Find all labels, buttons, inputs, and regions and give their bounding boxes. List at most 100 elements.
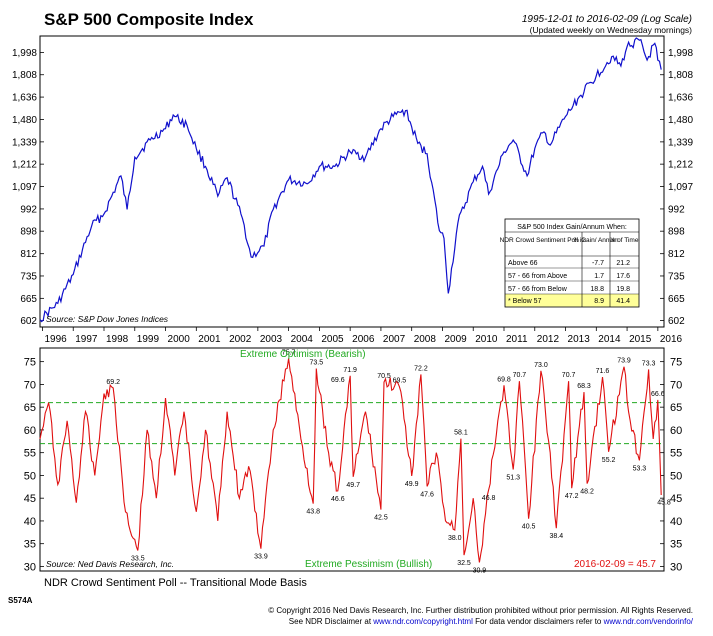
chart-date-range: 1995-12-01 to 2016-02-09 (Log Scale) bbox=[522, 14, 692, 25]
spx-tick-label: 1,480 bbox=[668, 115, 693, 126]
spx-tick-label: 1,097 bbox=[12, 182, 37, 193]
sentiment-tick-label: 65 bbox=[670, 402, 682, 414]
spx-tick-label: 602 bbox=[20, 316, 37, 327]
peak-value-label: 70.7 bbox=[562, 372, 576, 379]
trough-value-label: 38.4 bbox=[549, 533, 563, 540]
sentiment-series-line bbox=[39, 358, 662, 563]
trough-value-label: 30.9 bbox=[473, 567, 487, 574]
chart-code: S574A bbox=[8, 596, 33, 605]
trough-value-label: 33.5 bbox=[131, 556, 145, 563]
year-tick-label: 1998 bbox=[106, 334, 129, 345]
spx-tick-label: 1,212 bbox=[668, 160, 693, 171]
year-tick-label: 2016 bbox=[660, 334, 683, 345]
spx-tick-label: 1,636 bbox=[12, 93, 37, 104]
trough-value-label: 47.6 bbox=[420, 491, 434, 498]
chart-update-note: (Updated weekly on Wednesday mornings) bbox=[530, 25, 693, 35]
sentiment-tick-label: 30 bbox=[670, 561, 682, 573]
spx-tick-label: 735 bbox=[20, 271, 37, 282]
peak-value-label: 71.6 bbox=[596, 368, 610, 375]
gain-table-row-label: Above 66 bbox=[508, 260, 538, 267]
year-tick-label: 2013 bbox=[568, 334, 591, 345]
spx-source: Source: S&P Dow Jones Indices bbox=[46, 314, 169, 324]
spx-tick-label: 1,339 bbox=[12, 137, 37, 148]
footer-disclaimer-text: See NDR Disclaimer at bbox=[288, 617, 372, 626]
gain-table-row-time: 21.2 bbox=[616, 260, 630, 267]
sentiment-tick-label: 35 bbox=[670, 539, 682, 551]
year-tick-label: 2001 bbox=[198, 334, 221, 345]
sentiment-tick-label: 55 bbox=[24, 448, 36, 460]
sentiment-tick-label: 65 bbox=[24, 402, 36, 414]
year-tick-label: 2011 bbox=[506, 334, 528, 345]
pessimism-label: Extreme Pessimism (Bullish) bbox=[305, 559, 432, 570]
footer-copyright: © Copyright 2016 Ned Davis Research, Inc… bbox=[268, 606, 693, 615]
year-tick-label: 2002 bbox=[229, 334, 252, 345]
gain-table-row-gain: -7.7 bbox=[592, 260, 604, 267]
year-tick-label: 1996 bbox=[44, 334, 67, 345]
peak-value-label: 69.2 bbox=[106, 379, 120, 386]
sentiment-tick-label: 60 bbox=[670, 425, 682, 437]
spx-tick-label: 812 bbox=[668, 249, 685, 260]
sentiment-chart-title: NDR Crowd Sentiment Poll -- Transitional… bbox=[44, 577, 307, 589]
gain-table-row-gain: 8.9 bbox=[594, 298, 604, 305]
spx-tick-label: 1,808 bbox=[668, 70, 693, 81]
sentiment-tick-label: 70 bbox=[24, 379, 36, 391]
spx-series-line bbox=[39, 37, 662, 323]
trough-value-label: 32.5 bbox=[457, 560, 471, 567]
year-tick-label: 1997 bbox=[75, 334, 98, 345]
peak-value-label: 66.6 bbox=[651, 391, 665, 398]
trough-value-label: 53.3 bbox=[633, 465, 647, 472]
gain-table-row-label: 57 - 66 from Below bbox=[508, 286, 568, 293]
peak-value-label: 72.2 bbox=[414, 365, 428, 372]
year-tick-label: 2014 bbox=[598, 334, 621, 345]
spx-tick-label: 992 bbox=[668, 204, 685, 215]
optimism-label: Extreme Optimism (Bearish) bbox=[240, 349, 366, 360]
spx-tick-label: 1,808 bbox=[12, 70, 37, 81]
gain-table-title: S&P 500 Index Gain/Annum When: bbox=[517, 224, 627, 231]
footer: © Copyright 2016 Ned Davis Research, Inc… bbox=[133, 605, 693, 627]
footer-disclaimer: See NDR Disclaimer at www.ndr.com/copyri… bbox=[133, 616, 693, 627]
sentiment-tick-label: 60 bbox=[24, 425, 36, 437]
sentiment-source: Source: Ned Davis Research, Inc. bbox=[46, 559, 174, 569]
year-tick-label: 2003 bbox=[260, 334, 283, 345]
spx-tick-label: 665 bbox=[668, 294, 685, 305]
peak-value-label: 69.5 bbox=[393, 378, 407, 385]
trough-value-label: 48.2 bbox=[580, 489, 594, 496]
year-axis: 1996 1997 1998 1999 2000 2001 2002 2003 2004 2005… bbox=[40, 326, 683, 345]
year-tick-label: 2004 bbox=[291, 334, 314, 345]
peak-value-label: 73.5 bbox=[309, 359, 323, 366]
latest-reading: 2016-02-09 = 45.7 bbox=[574, 559, 656, 570]
gain-table-row-gain: 1.7 bbox=[594, 273, 604, 280]
year-tick-label: 1999 bbox=[137, 334, 160, 345]
trough-value-label: 49.7 bbox=[346, 482, 360, 489]
trough-value-label: 43.8 bbox=[306, 509, 320, 516]
gain-table-row-label: * Below 57 bbox=[508, 298, 542, 305]
gain-table-row-time: 19.8 bbox=[616, 286, 630, 293]
peak-value-label: 58.1 bbox=[454, 430, 468, 437]
year-tick-label: 2010 bbox=[475, 334, 498, 345]
spx-tick-label: 812 bbox=[20, 249, 37, 260]
chart-title: S&P 500 Composite Index bbox=[44, 10, 254, 29]
gain-table-row-label: 57 - 66 from Above bbox=[508, 273, 567, 280]
year-tick-label: 2015 bbox=[629, 334, 652, 345]
vendor-info-link[interactable]: www.ndr.com/vendorinfo/ bbox=[603, 617, 693, 626]
spx-tick-label: 602 bbox=[668, 316, 685, 327]
peak-value-label: 75.7 bbox=[282, 349, 296, 356]
sentiment-tick-label: 75 bbox=[670, 357, 682, 369]
peak-value-label: 69.6 bbox=[331, 377, 345, 384]
spx-tick-label: 1,998 bbox=[668, 48, 693, 59]
sentiment-tick-label: 75 bbox=[24, 357, 36, 369]
peak-value-label: 73.3 bbox=[642, 360, 656, 367]
trough-value-label: 46.8 bbox=[482, 495, 496, 502]
year-tick-label: 2008 bbox=[414, 334, 437, 345]
year-tick-label: 2012 bbox=[537, 334, 560, 345]
trough-value-label: 42.5 bbox=[374, 515, 388, 522]
copyright-link[interactable]: www.ndr.com/copyright.html bbox=[373, 617, 473, 626]
peak-value-label: 69.8 bbox=[497, 376, 511, 383]
trough-value-label: 55.2 bbox=[602, 457, 616, 464]
sentiment-extreme-labels: 69.2 75.7 73.5 69.6 71.9 70.569.5 72.2 58.1 69.8… bbox=[106, 349, 671, 574]
spx-tick-label: 665 bbox=[20, 294, 37, 305]
sentiment-tick-label: 35 bbox=[24, 539, 36, 551]
trough-value-label: 38.0 bbox=[448, 535, 462, 542]
gain-table-row-time: 41.4 bbox=[616, 298, 630, 305]
